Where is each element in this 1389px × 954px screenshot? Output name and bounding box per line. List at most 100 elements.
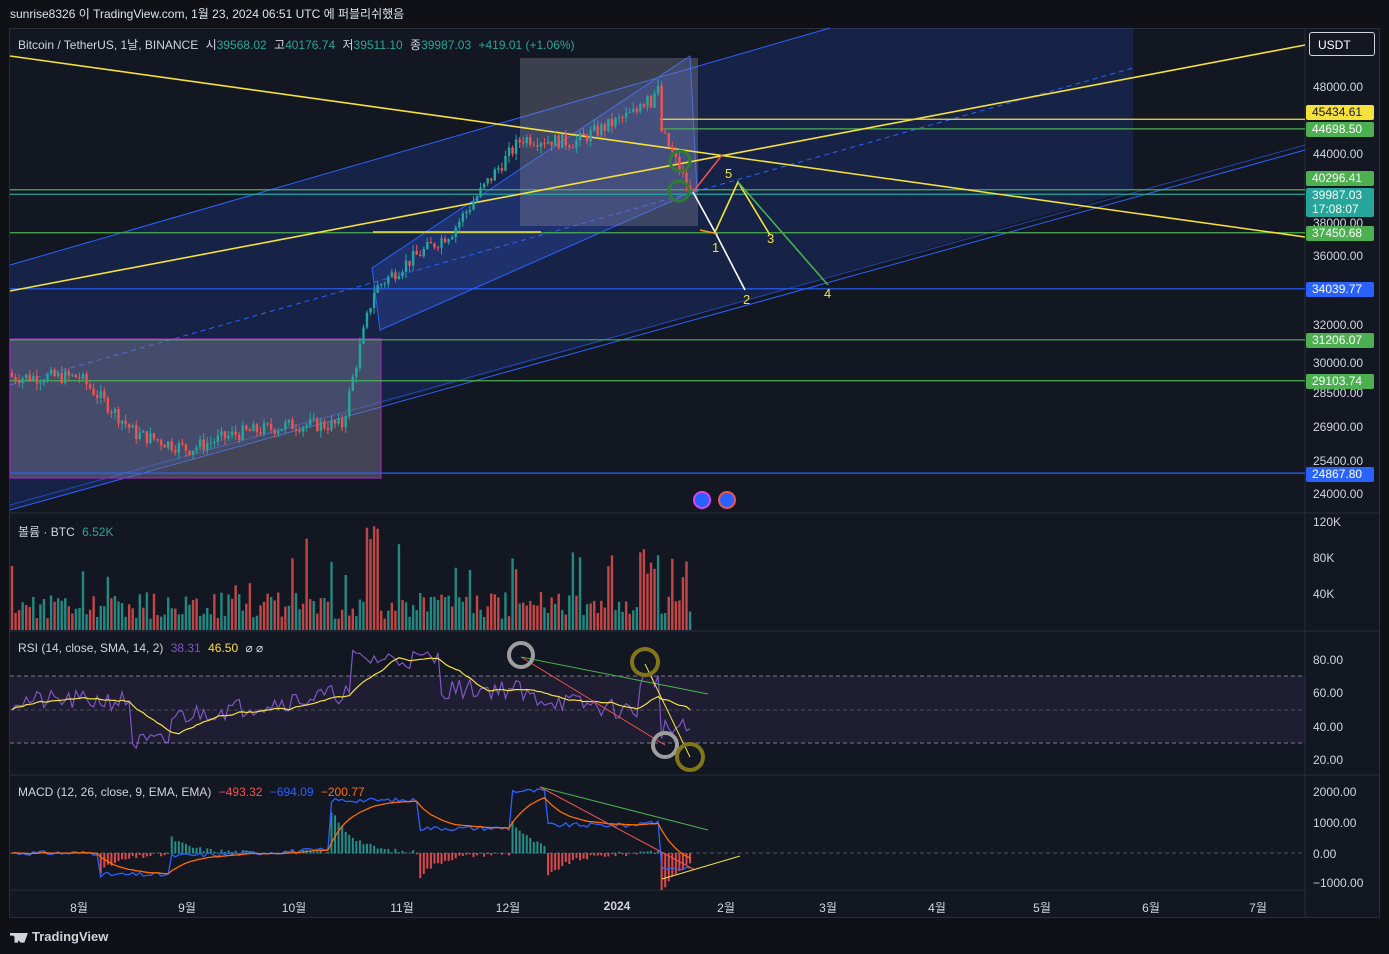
candle-body	[348, 390, 351, 417]
candle-body	[536, 145, 539, 147]
volume-bar	[49, 595, 53, 630]
volume-bar	[575, 595, 578, 630]
volume-bar	[369, 538, 372, 630]
time-tick: 8월	[70, 901, 88, 915]
volume-bar	[10, 566, 14, 630]
macd-histogram-bar	[216, 852, 219, 854]
currency-selector[interactable]: USDT	[1309, 32, 1375, 56]
candle-body	[468, 209, 472, 212]
price-tick: 36000.00	[1313, 249, 1364, 263]
volume-bar	[142, 607, 145, 630]
macd-histogram-bar	[366, 843, 368, 854]
wave-label-3: 3	[767, 231, 774, 246]
time-tick: 9월	[178, 901, 196, 915]
rsi-label[interactable]: RSI (14, close, SMA, 14, 2)	[18, 641, 164, 655]
wave-label-2: 2	[743, 292, 750, 307]
volume-bar	[433, 596, 436, 630]
rsi-circle-marker	[630, 647, 660, 677]
candle-body	[142, 431, 145, 433]
candle-body	[660, 85, 663, 132]
macd-histogram-bar	[554, 853, 557, 871]
macd-histogram-bar	[181, 842, 184, 854]
candle-body	[546, 141, 550, 144]
candle-body	[103, 391, 106, 399]
volume-label[interactable]: 볼륨 · BTC	[18, 525, 75, 539]
volume-bar	[390, 602, 394, 630]
macd-histogram-bar	[447, 853, 450, 861]
volume-bar	[74, 608, 78, 630]
volume-bar	[454, 567, 457, 630]
candle-body	[305, 424, 308, 428]
candle-body	[64, 371, 67, 384]
macd-label[interactable]: MACD (12, 26, close, 9, EMA, EMA)	[18, 785, 212, 799]
time-tick: 2월	[717, 901, 735, 915]
volume-bar	[472, 613, 475, 630]
volume-bar	[138, 594, 141, 630]
macd-histogram-bar	[220, 849, 223, 854]
circle-marker	[667, 179, 691, 203]
tradingview-logo[interactable]: TradingView	[10, 929, 108, 944]
volume-bar	[220, 592, 223, 630]
macd-histogram-bar	[685, 853, 688, 865]
volume-bar	[429, 596, 433, 630]
macd-histogram-bar	[596, 853, 599, 856]
macd-histogram-bar	[138, 853, 141, 856]
candle-body	[507, 147, 511, 157]
candle-body	[92, 388, 95, 395]
macd-histogram-bar	[326, 851, 329, 854]
volume-bar	[468, 570, 472, 630]
macd-histogram-bar	[628, 853, 631, 854]
volume-bar	[78, 607, 81, 630]
volume-bar	[298, 609, 301, 630]
candle-body	[213, 442, 216, 444]
volume-bar	[397, 544, 401, 630]
candle-body	[167, 441, 170, 448]
macd-histogram-bar	[341, 826, 344, 854]
symbol-name[interactable]: Bitcoin / TetherUS, 1날, BINANCE	[18, 38, 199, 52]
macd-histogram-bar	[618, 851, 621, 854]
candle-body	[440, 238, 443, 248]
price-tag: 29103.74	[1306, 374, 1374, 389]
macd-histogram-bar	[465, 853, 468, 855]
volume-bar	[159, 616, 163, 630]
time-tick: 10월	[281, 901, 307, 915]
candle-body	[553, 135, 557, 146]
macd-histogram-bar	[231, 851, 234, 854]
candle-body	[85, 374, 88, 385]
macd-tick: 2000.00	[1313, 785, 1357, 799]
candle-body	[170, 441, 173, 451]
macd-histogram-bar	[92, 853, 95, 856]
volume-bar	[514, 569, 518, 630]
macd-histogram-bar	[504, 852, 507, 854]
volume-bar	[230, 598, 234, 630]
candle-body	[557, 135, 560, 148]
volume-bar	[188, 604, 191, 630]
volume-bar	[376, 528, 379, 630]
volume-bar	[99, 605, 102, 630]
candle-body	[301, 427, 305, 432]
candle-body	[543, 143, 546, 145]
volume-bar	[486, 606, 489, 630]
price-tag: 45434.61	[1306, 105, 1374, 120]
macd-histogram-bar	[291, 850, 294, 854]
candle-body	[610, 118, 614, 127]
rsi-legend: RSI (14, close, SMA, 14, 2) 38.31 46.50 …	[18, 641, 267, 655]
volume-bar	[358, 599, 362, 630]
candle-body	[32, 375, 35, 381]
symbol-legend: Bitcoin / TetherUS, 1날, BINANCE 시39568.0…	[18, 38, 575, 52]
rsi-tick: 80.00	[1313, 653, 1344, 667]
candle-body	[564, 133, 567, 146]
candle-body	[369, 308, 372, 313]
volume-bar	[81, 571, 85, 630]
rsi-extra: ⌀ ⌀	[245, 641, 264, 655]
macd-histogram-bar	[121, 853, 124, 860]
candle-body	[266, 423, 269, 425]
candle-body	[145, 431, 149, 444]
macd-histogram-bar	[500, 853, 503, 855]
volume-bar	[113, 595, 117, 630]
macd-histogram-bar	[373, 845, 376, 854]
macd-histogram-bar	[110, 853, 113, 866]
volume-bar	[195, 598, 198, 630]
range-box	[9, 338, 382, 479]
